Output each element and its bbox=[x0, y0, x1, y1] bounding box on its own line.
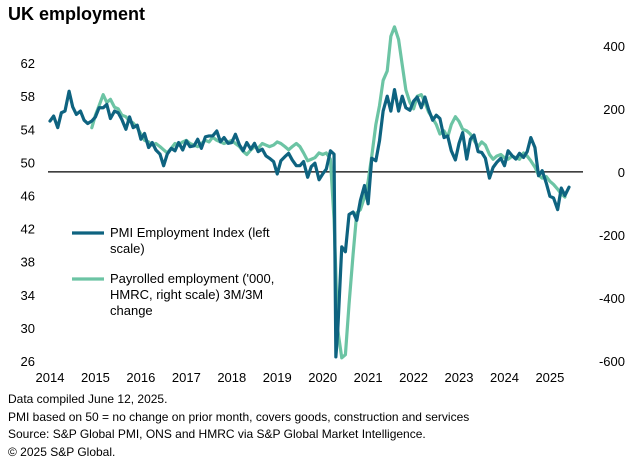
x-tick-label: 2017 bbox=[172, 370, 201, 385]
right-tick-label: -600 bbox=[599, 354, 625, 369]
footnote-source: Source: S&P Global PMI, ONS and HMRC via… bbox=[8, 427, 426, 441]
right-tick-label: -200 bbox=[599, 228, 625, 243]
right-tick-label: 400 bbox=[603, 39, 625, 54]
left-tick-label: 38 bbox=[21, 255, 35, 270]
x-tick-label: 2022 bbox=[399, 370, 428, 385]
footnote-date: Data compiled June 12, 2025. bbox=[8, 392, 168, 406]
x-tick-label: 2023 bbox=[445, 370, 474, 385]
left-tick-label: 34 bbox=[21, 288, 35, 303]
x-tick-label: 2021 bbox=[354, 370, 383, 385]
x-tick-label: 2020 bbox=[308, 370, 337, 385]
x-tick-label: 2024 bbox=[490, 370, 519, 385]
x-tick-label: 2014 bbox=[36, 370, 65, 385]
left-axis-ticks: 26 30 34 38 42 46 50 54 58 62 bbox=[21, 56, 35, 369]
left-tick-label: 26 bbox=[21, 354, 35, 369]
left-tick-label: 50 bbox=[21, 155, 35, 170]
legend-label-pmi: PMI Employment Index (left scale) bbox=[110, 225, 270, 256]
x-tick-label: 2018 bbox=[217, 370, 246, 385]
legend: PMI Employment Index (left scale) Payrolle… bbox=[72, 225, 274, 318]
x-axis-ticks: 2014 2015 2016 2017 2018 2019 2020 2021 2022 2023… bbox=[36, 370, 565, 385]
left-tick-label: 30 bbox=[21, 321, 35, 336]
left-tick-label: 42 bbox=[21, 222, 35, 237]
left-tick-label: 62 bbox=[21, 56, 35, 71]
series-layer bbox=[48, 25, 571, 360]
series-line-pmi bbox=[48, 87, 571, 359]
x-tick-label: 2015 bbox=[81, 370, 110, 385]
footnotes: Data compiled June 12, 2025. PMI based o… bbox=[8, 391, 469, 461]
right-tick-label: 200 bbox=[603, 102, 625, 117]
chart-title: UK employment bbox=[8, 4, 146, 24]
left-tick-label: 46 bbox=[21, 189, 35, 204]
left-tick-label: 58 bbox=[21, 89, 35, 104]
x-tick-label: 2019 bbox=[263, 370, 292, 385]
left-tick-label: 54 bbox=[21, 122, 35, 137]
footnote-copyright: © 2025 S&P Global. bbox=[8, 444, 116, 459]
x-tick-label: 2016 bbox=[126, 370, 155, 385]
right-axis-ticks: -600 -400 -200 0 200 400 bbox=[599, 39, 625, 369]
chart-area: 26 30 34 38 42 46 50 54 58 62 -600 -400 -200 0 200 400… bbox=[21, 25, 625, 385]
legend-label-payroll: Payrolled employment ('000, HMRC, right s… bbox=[110, 271, 274, 318]
right-tick-label: -400 bbox=[599, 291, 625, 306]
footnote-pmi-note: PMI based on 50 = no change on prior mon… bbox=[8, 409, 470, 424]
right-tick-label: 0 bbox=[618, 165, 625, 180]
x-tick-label: 2025 bbox=[535, 370, 564, 385]
series-line-payroll bbox=[90, 25, 567, 360]
